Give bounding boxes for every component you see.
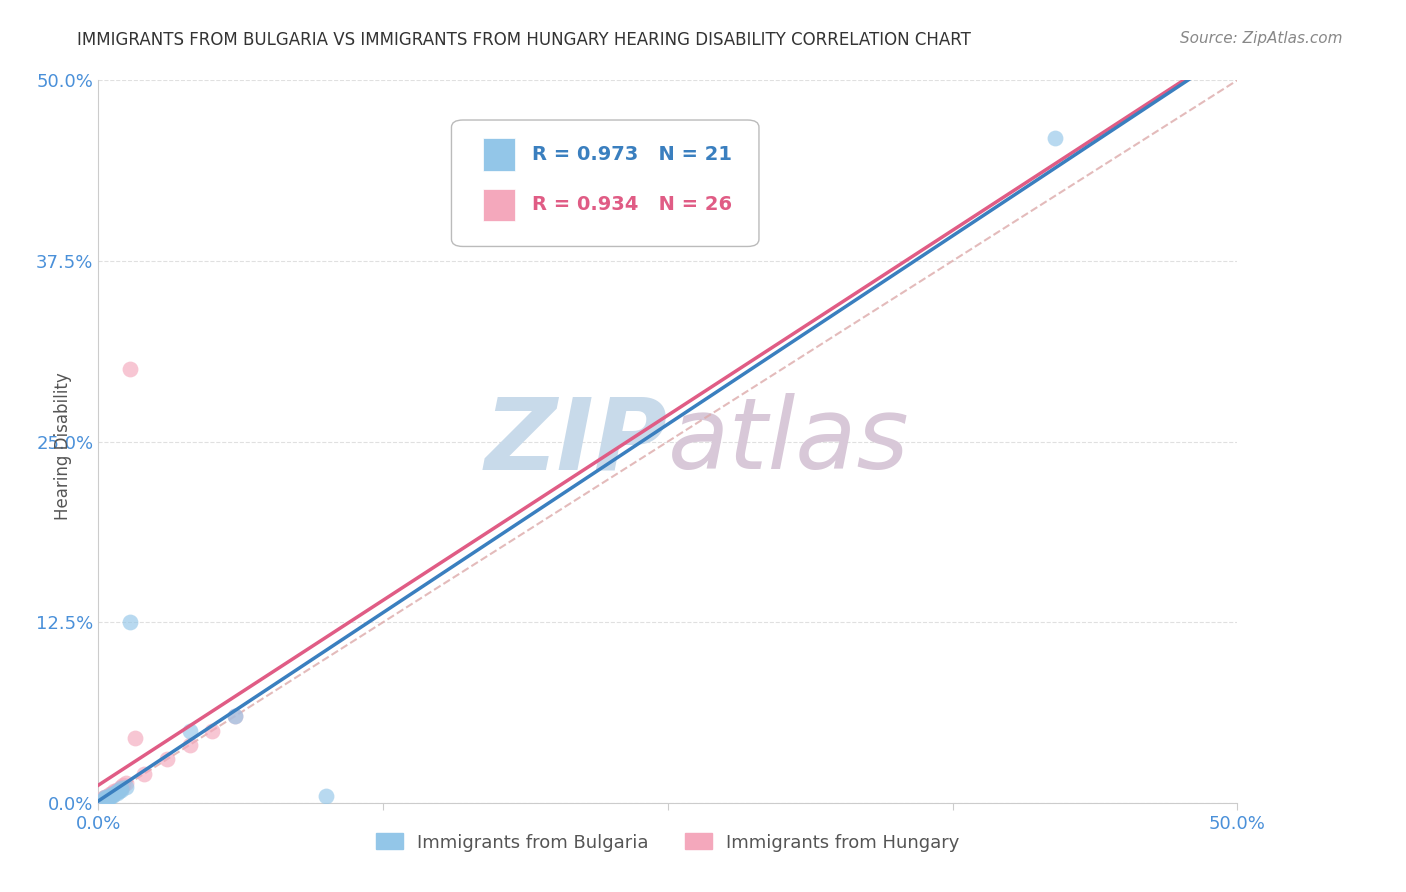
Point <box>91 791 114 805</box>
Point <box>315 789 337 803</box>
Text: IMMIGRANTS FROM BULGARIA VS IMMIGRANTS FROM HUNGARY HEARING DISABILITY CORRELATI: IMMIGRANTS FROM BULGARIA VS IMMIGRANTS F… <box>77 31 972 49</box>
Text: Hearing Disability: Hearing Disability <box>55 372 72 520</box>
Point <box>120 615 142 630</box>
Legend: Immigrants from Bulgaria, Immigrants from Hungary: Immigrants from Bulgaria, Immigrants fro… <box>368 826 967 859</box>
Point <box>1043 131 1066 145</box>
Point <box>91 793 114 807</box>
Point <box>96 791 118 805</box>
Point <box>101 787 124 801</box>
Point <box>98 789 121 803</box>
Point <box>112 779 135 793</box>
Point <box>98 790 121 805</box>
Point <box>98 787 121 801</box>
Point <box>132 767 155 781</box>
Point <box>101 787 124 801</box>
Point <box>179 738 201 752</box>
Point <box>94 790 117 805</box>
Point <box>124 731 146 745</box>
Point <box>101 786 124 800</box>
Point <box>120 362 142 376</box>
Point <box>103 786 125 800</box>
Point <box>156 752 179 766</box>
Point <box>105 784 128 798</box>
Text: atlas: atlas <box>668 393 910 490</box>
Text: R = 0.934   N = 26: R = 0.934 N = 26 <box>533 195 733 214</box>
Point <box>94 791 117 805</box>
FancyBboxPatch shape <box>451 120 759 246</box>
Point <box>224 709 246 723</box>
Point <box>114 780 136 794</box>
Point <box>114 775 136 789</box>
FancyBboxPatch shape <box>484 188 515 221</box>
Point <box>105 782 128 797</box>
Point <box>110 780 132 794</box>
Point <box>96 789 118 803</box>
Point <box>108 782 131 797</box>
Point <box>201 723 224 738</box>
Text: R = 0.973   N = 21: R = 0.973 N = 21 <box>533 145 733 164</box>
Point <box>94 791 117 805</box>
FancyBboxPatch shape <box>484 138 515 170</box>
Point <box>103 787 125 801</box>
Point <box>105 784 128 798</box>
Point <box>179 723 201 738</box>
Text: Source: ZipAtlas.com: Source: ZipAtlas.com <box>1180 31 1343 46</box>
Point <box>110 781 132 796</box>
Point <box>108 784 131 798</box>
Point <box>91 793 114 807</box>
Point <box>94 790 117 805</box>
Point <box>110 782 132 797</box>
Point <box>224 709 246 723</box>
Point <box>101 789 124 803</box>
Point <box>96 790 118 805</box>
Point <box>105 786 128 800</box>
Point <box>103 784 125 798</box>
Point <box>96 790 118 805</box>
Text: ZIP: ZIP <box>485 393 668 490</box>
Point <box>98 789 121 803</box>
Point <box>110 781 132 796</box>
